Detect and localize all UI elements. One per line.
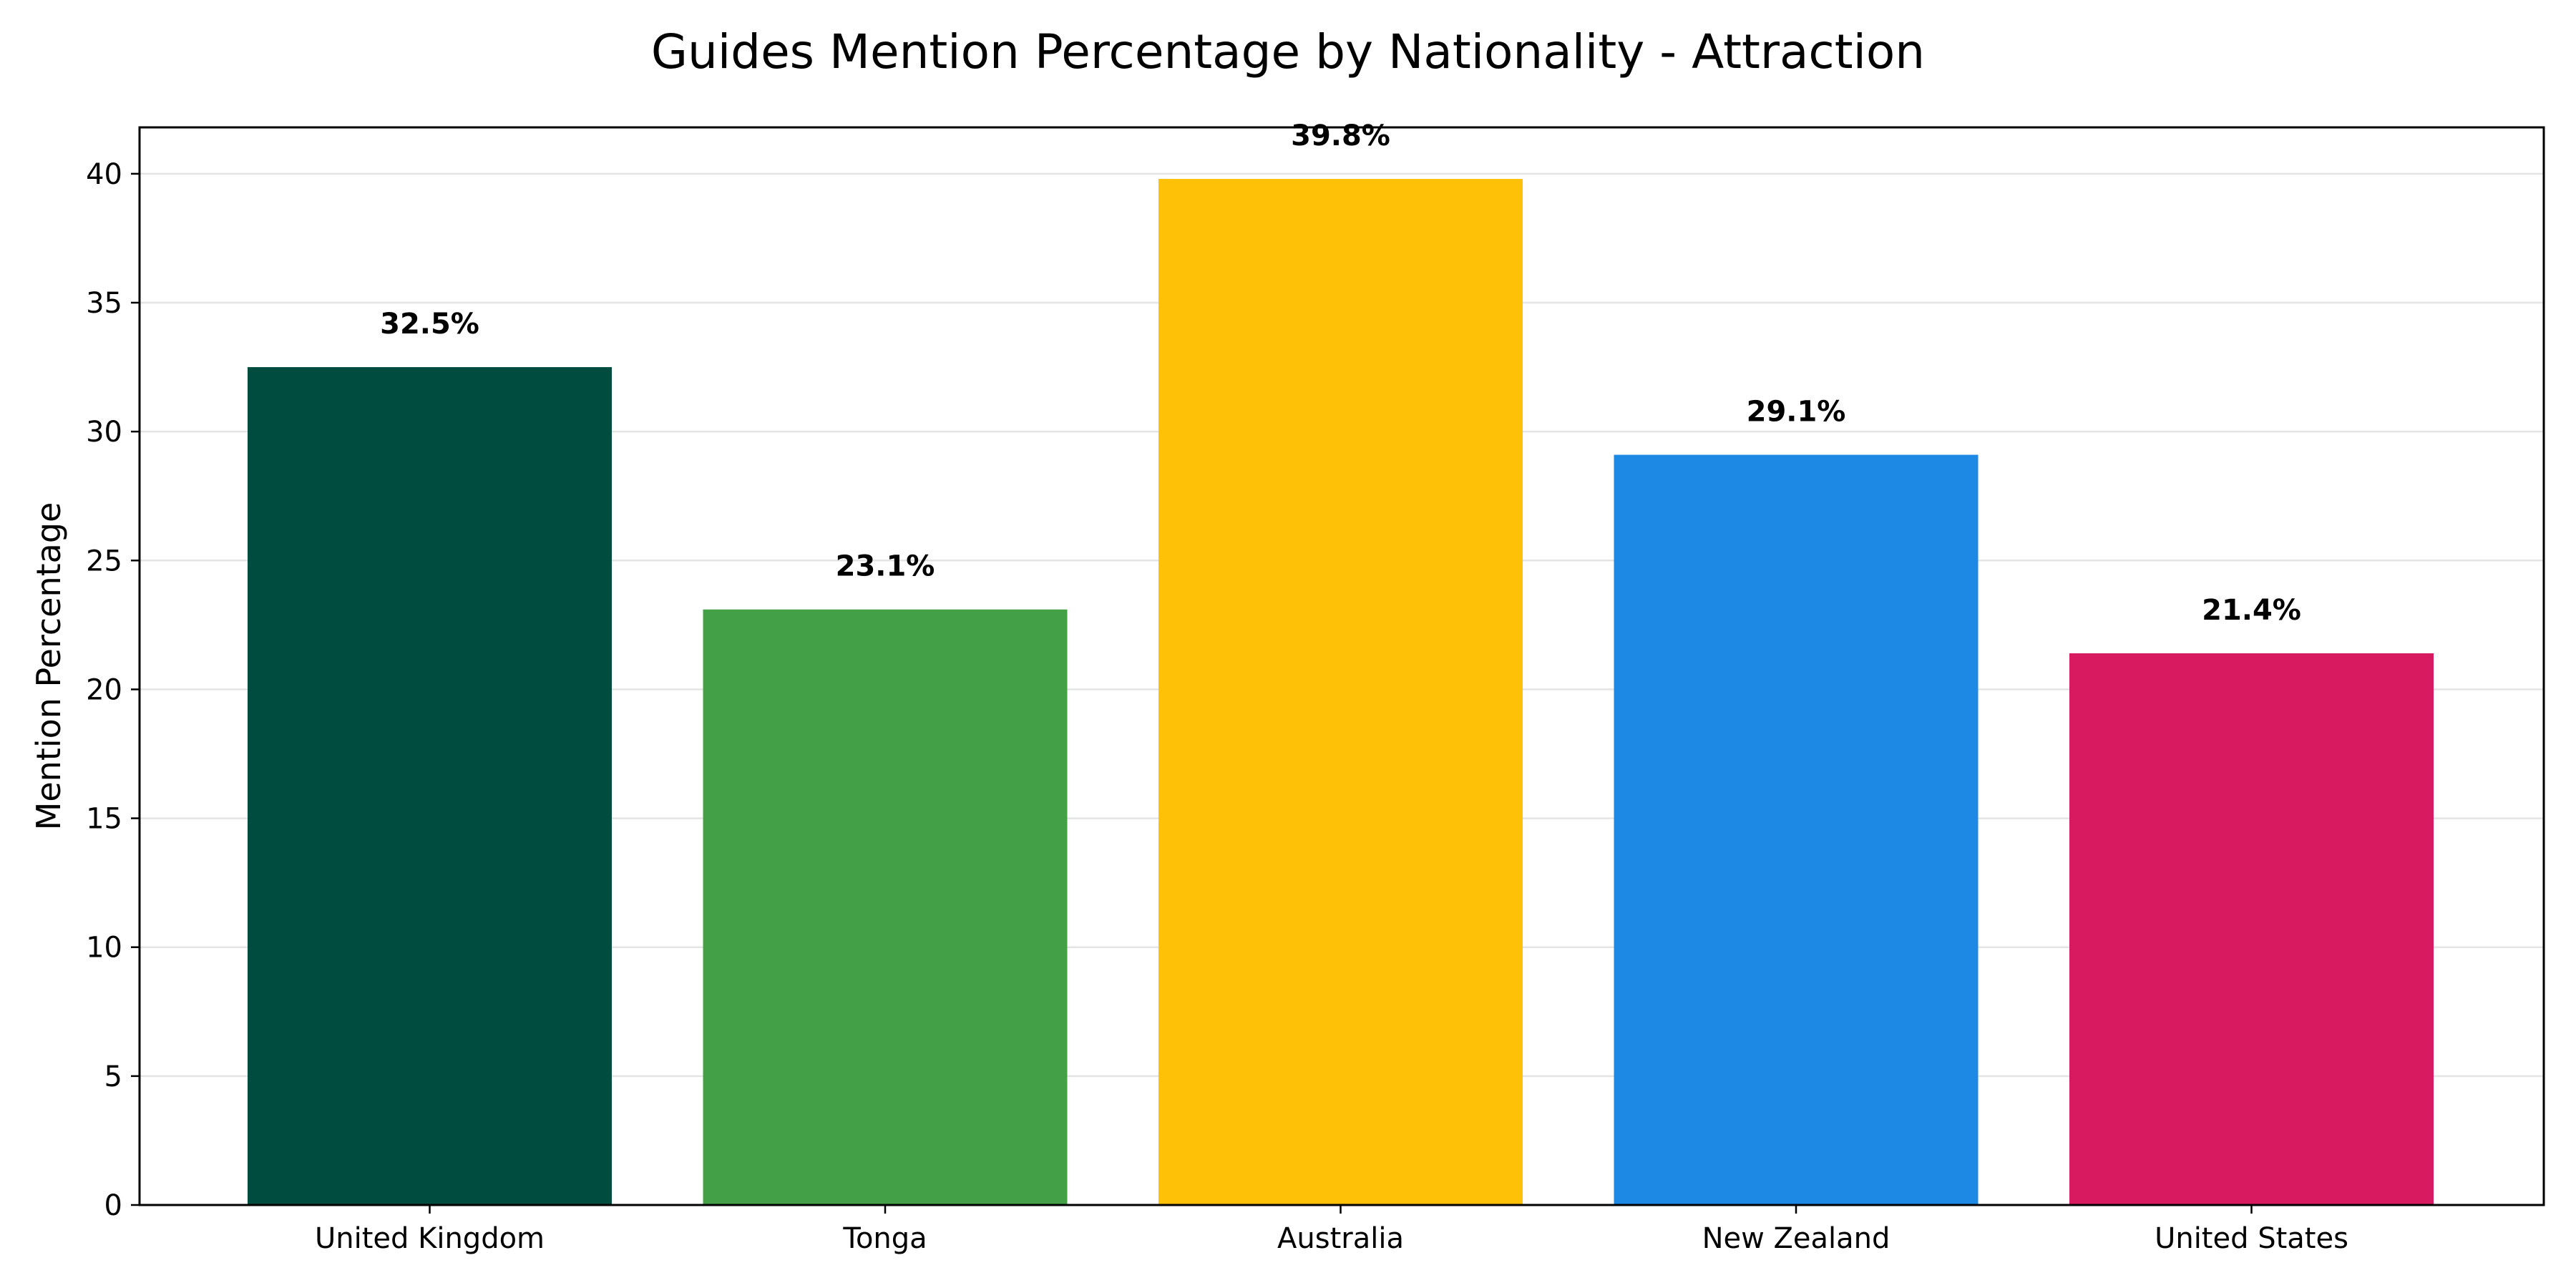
y-tick-label-6: 30 <box>86 416 122 449</box>
y-axis-label: Mention Percentage <box>29 502 68 831</box>
y-tick-label-0: 0 <box>104 1189 122 1222</box>
y-tick-label-5: 25 <box>86 545 122 577</box>
bar-united-states <box>2069 653 2434 1205</box>
x-tick-label-2: Australia <box>1277 1222 1404 1255</box>
x-tick-label-1: Tonga <box>842 1222 927 1255</box>
data-label-3: 29.1% <box>1747 396 1846 429</box>
y-tick-label-3: 15 <box>86 803 122 836</box>
plot-frame <box>138 126 2545 1206</box>
data-labels: 32.5% 23.1% 39.8% 29.1% 21.4% <box>380 119 2301 627</box>
x-tick-label-4: United States <box>2155 1222 2348 1255</box>
x-tick-label-3: New Zealand <box>1702 1222 1890 1255</box>
data-label-4: 21.4% <box>2202 594 2301 627</box>
data-label-2: 39.8% <box>1291 119 1390 152</box>
y-tick-label-4: 20 <box>86 673 122 706</box>
bar-united-kingdom <box>248 367 612 1206</box>
bar-tonga <box>703 609 1068 1205</box>
y-axis-ticks: 0 5 10 15 20 25 30 35 40 <box>86 158 140 1222</box>
x-axis-ticks: United Kingdom Tonga Australia New Zealand U… <box>315 1205 2348 1255</box>
y-tick-label-1: 5 <box>104 1060 122 1093</box>
data-label-1: 23.1% <box>836 550 935 583</box>
data-label-0: 32.5% <box>380 308 479 341</box>
bars <box>248 179 2434 1206</box>
bar-new-zealand <box>1614 454 1979 1205</box>
y-tick-label-7: 35 <box>86 287 122 320</box>
chart-title: Guides Mention Percentage by Nationality… <box>651 24 1925 79</box>
bar-australia <box>1158 179 1523 1206</box>
y-tick-label-2: 10 <box>86 932 122 965</box>
x-tick-label-0: United Kingdom <box>315 1222 545 1255</box>
y-tick-label-8: 40 <box>86 158 122 191</box>
